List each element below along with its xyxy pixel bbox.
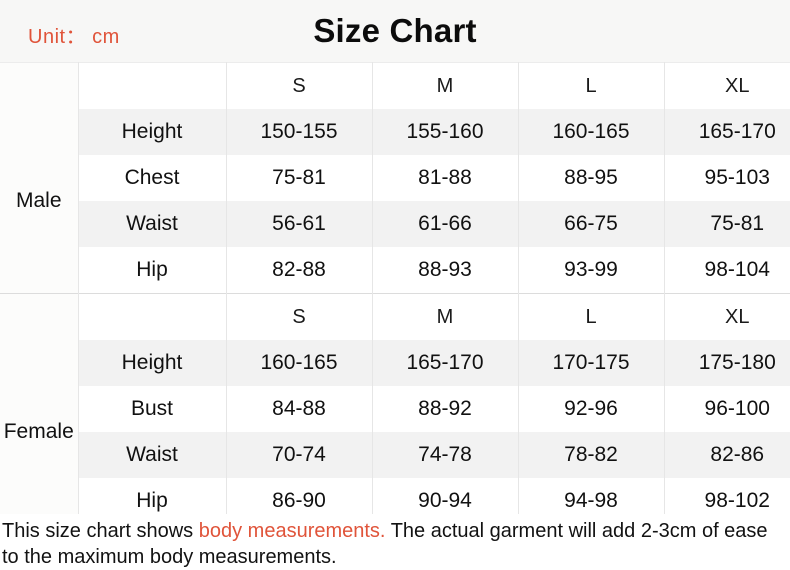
- page-title: Size Chart: [313, 12, 477, 49]
- gender-label-female: Female: [0, 340, 79, 525]
- measure-label-male-chest: Chest: [78, 155, 227, 201]
- cell-female-bust-xl: 96-100: [664, 386, 790, 432]
- cell-male-height-xl: 165-170: [664, 109, 790, 155]
- female-size-header-l: L: [518, 293, 665, 340]
- cell-male-waist-xl: 75-81: [664, 201, 790, 247]
- cell-male-height-l: 160-165: [518, 109, 665, 155]
- size-chart-table: S M L XL Male Height 150-155 155-160 160…: [0, 62, 790, 525]
- male-size-header-l: L: [518, 62, 665, 109]
- female-gender-spacer: [0, 293, 79, 340]
- female-size-header-row: S M L XL: [0, 293, 790, 340]
- gender-label-male: Male: [0, 109, 79, 294]
- footer-text-after: The actual garment will add 2-3cm of eas…: [2, 520, 768, 568]
- female-measure-header-blank: [78, 293, 227, 340]
- cell-female-bust-m: 88-92: [372, 386, 519, 432]
- cell-male-waist-m: 61-66: [372, 201, 519, 247]
- table-row: Bust 84-88 88-92 92-96 96-100: [0, 386, 790, 432]
- cell-male-chest-s: 75-81: [226, 155, 373, 201]
- cell-male-waist-l: 66-75: [518, 201, 665, 247]
- footer-text-before: This size chart shows: [2, 520, 199, 542]
- cell-male-waist-s: 56-61: [226, 201, 373, 247]
- cell-female-height-xl: 175-180: [664, 340, 790, 386]
- cell-male-chest-m: 81-88: [372, 155, 519, 201]
- table-row: Hip 82-88 88-93 93-99 98-104: [0, 247, 790, 294]
- cell-male-height-m: 155-160: [372, 109, 519, 155]
- table-row: Waist 56-61 61-66 66-75 75-81: [0, 201, 790, 247]
- cell-male-height-s: 150-155: [226, 109, 373, 155]
- female-size-header-s: S: [226, 293, 373, 340]
- table-row: Female Height 160-165 165-170 170-175 17…: [0, 340, 790, 525]
- cell-female-bust-l: 92-96: [518, 386, 665, 432]
- cell-female-bust-s: 84-88: [226, 386, 373, 432]
- measure-label-male-height: Height: [78, 109, 227, 155]
- cell-male-chest-l: 88-95: [518, 155, 665, 201]
- measure-label-male-waist: Waist: [78, 201, 227, 247]
- chart-header: Unit： cm Size Chart: [0, 0, 790, 62]
- measure-label-female-height: Height: [78, 340, 227, 386]
- table-row: Chest 75-81 81-88 88-95 95-103: [0, 155, 790, 201]
- table-row: Waist 70-74 74-78 78-82 82-86: [0, 432, 790, 478]
- male-size-header-s: S: [226, 62, 373, 109]
- cell-female-height-m: 165-170: [372, 340, 519, 386]
- cell-male-chest-xl: 95-103: [664, 155, 790, 201]
- cell-female-waist-l: 78-82: [518, 432, 665, 478]
- male-size-header-xl: XL: [664, 62, 790, 109]
- cell-male-hip-xl: 98-104: [664, 247, 790, 294]
- cell-female-height-l: 170-175: [518, 340, 665, 386]
- cell-male-hip-l: 93-99: [518, 247, 665, 294]
- unit-label: Unit： cm: [28, 26, 120, 48]
- measure-label-female-bust: Bust: [78, 386, 227, 432]
- cell-female-waist-m: 74-78: [372, 432, 519, 478]
- male-size-header-m: M: [372, 62, 519, 109]
- cell-male-hip-m: 88-93: [372, 247, 519, 294]
- cell-male-hip-s: 82-88: [226, 247, 373, 294]
- footer-note: This size chart shows body measurements.…: [0, 514, 790, 570]
- measure-label-female-waist: Waist: [78, 432, 227, 478]
- table-row: Male Height 150-155 155-160 160-165 165-…: [0, 109, 790, 294]
- measure-label-male-hip: Hip: [78, 247, 227, 294]
- cell-female-height-s: 160-165: [226, 340, 373, 386]
- female-size-header-m: M: [372, 293, 519, 340]
- cell-female-waist-s: 70-74: [226, 432, 373, 478]
- footer-highlight: body measurements.: [198, 520, 386, 542]
- female-size-header-xl: XL: [664, 293, 790, 340]
- male-measure-header-blank: [78, 62, 227, 109]
- male-gender-spacer: [0, 62, 79, 109]
- male-size-header-row: S M L XL: [0, 62, 790, 109]
- cell-female-waist-xl: 82-86: [664, 432, 790, 478]
